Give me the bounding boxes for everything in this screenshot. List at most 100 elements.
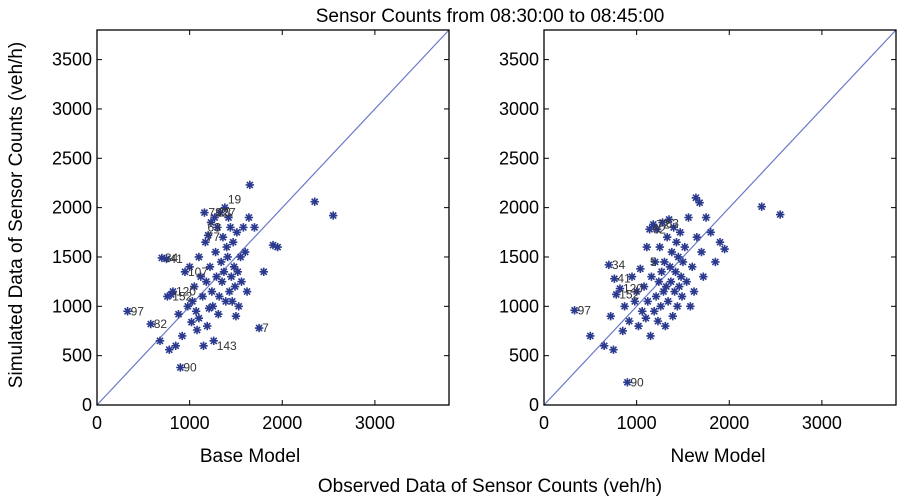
data-point — [641, 313, 651, 323]
data-point — [176, 363, 185, 372]
point-annotation: 152 — [619, 287, 639, 301]
x-tick-label: 2000 — [262, 413, 302, 433]
point-annotation: 78 — [208, 206, 222, 220]
y-tick-label: 0 — [82, 395, 92, 415]
y-tick-label: 1500 — [499, 247, 539, 267]
data-point — [701, 213, 711, 222]
data-point — [664, 215, 674, 224]
data-point — [244, 213, 254, 222]
data-point — [642, 242, 652, 252]
data-point — [234, 302, 243, 311]
data-point — [205, 262, 215, 272]
data-point — [196, 272, 205, 281]
data-point — [671, 267, 680, 276]
data-point — [157, 253, 167, 263]
point-annotation: 19 — [228, 193, 242, 207]
point-annotation: 82 — [154, 317, 168, 331]
x-tick-label: 0 — [539, 413, 549, 433]
data-point — [203, 321, 212, 331]
data-point — [226, 223, 235, 232]
data-point — [660, 257, 669, 267]
data-point — [672, 237, 681, 247]
x-tick-label: 1000 — [170, 413, 210, 433]
y-tick-label: 0 — [529, 395, 539, 415]
data-point — [697, 247, 706, 257]
point-annotation: 120 — [176, 285, 196, 299]
data-point — [604, 260, 614, 270]
data-point — [662, 282, 671, 291]
data-point — [600, 341, 609, 350]
y-tick-label: 1000 — [52, 296, 92, 316]
data-point — [191, 307, 201, 316]
data-point — [665, 262, 675, 272]
data-point — [245, 180, 255, 190]
y-tick-label: 500 — [509, 346, 539, 366]
data-point — [268, 240, 278, 250]
point-annotation: 27 — [222, 206, 236, 220]
data-point — [213, 223, 222, 232]
data-point — [656, 302, 665, 311]
data-point — [757, 202, 766, 211]
x-tick-label: 3000 — [802, 413, 842, 433]
data-point — [643, 297, 652, 306]
data-point — [620, 302, 629, 311]
data-point — [190, 282, 199, 291]
data-point — [123, 307, 132, 316]
y-tick-label: 3000 — [499, 99, 539, 119]
data-point — [183, 302, 192, 311]
data-point — [610, 274, 619, 283]
data-point — [236, 252, 245, 262]
data-point — [615, 284, 625, 293]
data-point — [650, 257, 660, 267]
data-point — [776, 210, 785, 219]
data-point — [706, 228, 715, 237]
data-point — [198, 292, 207, 301]
point-annotation: 34 — [165, 251, 179, 265]
data-point — [162, 254, 171, 264]
data-point — [168, 287, 178, 296]
data-point — [715, 237, 725, 247]
data-point — [667, 247, 677, 257]
data-point — [208, 302, 217, 311]
data-point — [230, 282, 240, 291]
y-tick-label: 3500 — [52, 50, 92, 70]
data-point — [612, 290, 621, 299]
data-point — [250, 223, 259, 232]
data-point — [699, 272, 708, 281]
data-point — [174, 310, 183, 319]
data-point — [221, 297, 230, 306]
data-point — [194, 252, 204, 262]
data-point — [200, 208, 209, 217]
data-point — [663, 297, 673, 306]
data-point — [214, 310, 223, 319]
data-point — [634, 321, 643, 331]
point-annotation: 62 — [653, 222, 667, 236]
data-point — [199, 341, 208, 350]
point-annotation: 7 — [262, 321, 269, 335]
data-point — [207, 287, 217, 296]
data-point — [192, 325, 202, 335]
y-axis-label: Simulated Data of Sensor Counts (veh/h) — [6, 42, 27, 388]
point-annotation: 77 — [207, 230, 221, 244]
data-point — [180, 267, 190, 276]
data-point — [210, 213, 219, 222]
data-point — [228, 297, 237, 306]
data-point — [670, 287, 679, 296]
data-point — [618, 326, 627, 336]
data-point — [663, 233, 672, 242]
data-point — [623, 378, 632, 387]
data-point — [651, 292, 661, 301]
data-point — [586, 331, 595, 341]
data-point — [673, 302, 682, 311]
data-point — [684, 213, 693, 222]
point-annotation: 28 — [218, 206, 232, 220]
data-point — [146, 319, 155, 329]
data-point — [636, 264, 645, 274]
y-tick-label: 500 — [62, 346, 92, 366]
point-annotation: 72 — [656, 217, 670, 231]
data-point — [203, 231, 213, 240]
y-tick-label: 1500 — [52, 247, 92, 267]
data-point — [202, 277, 211, 286]
data-point — [155, 336, 165, 346]
